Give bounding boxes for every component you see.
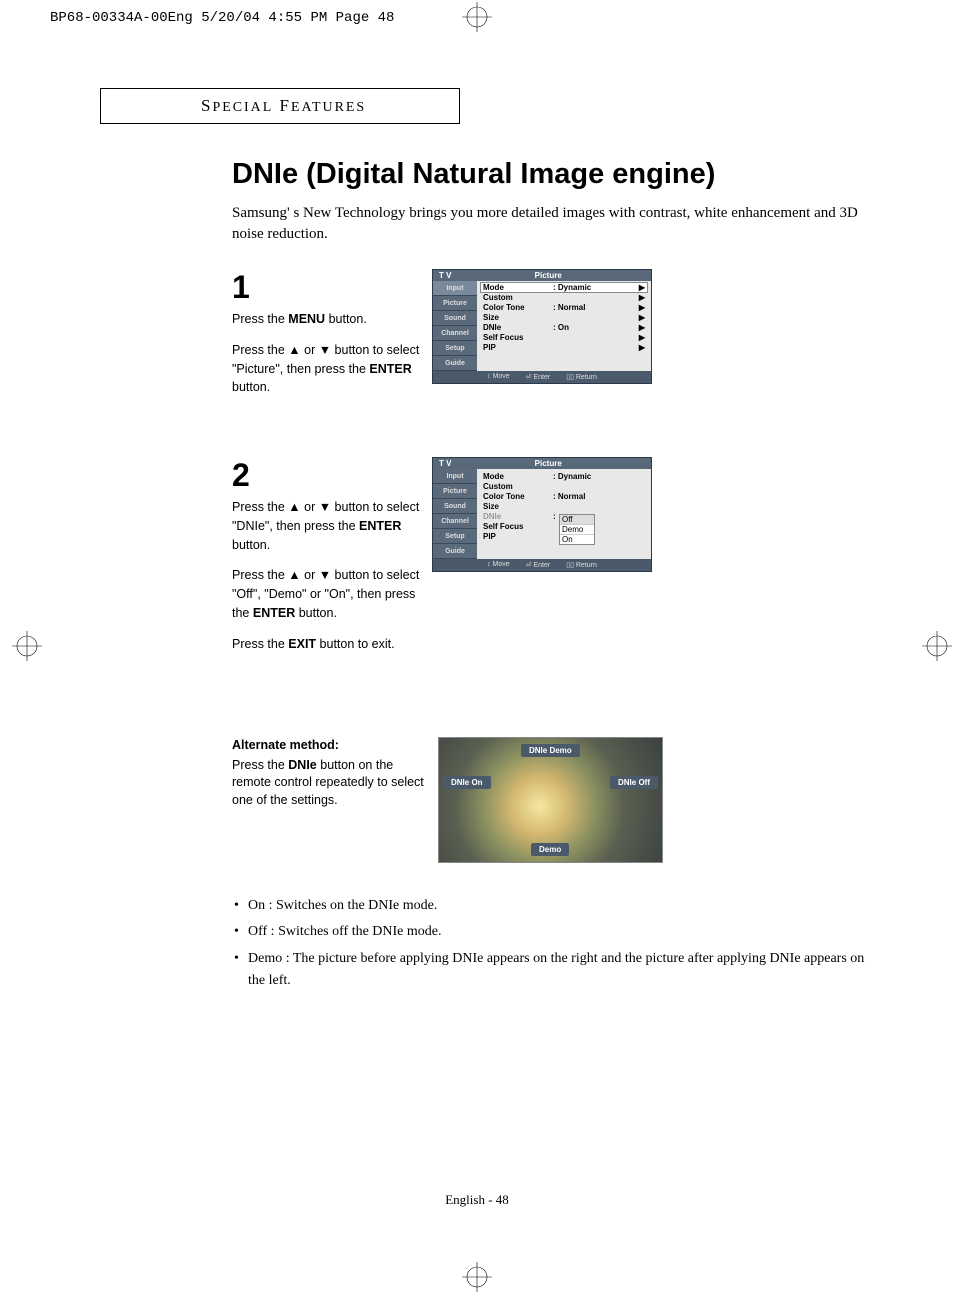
print-header: BP68-00334A-00Eng 5/20/04 4:55 PM Page 4… (50, 10, 394, 26)
bullet-item: On : Switches on the DNIe mode. (232, 895, 872, 917)
osd-tab: Channel (433, 326, 477, 341)
osd-screenshot-1: T VPicture Input Picture Sound Channel S… (432, 269, 652, 384)
demo-label-top: DNIe Demo (521, 744, 580, 757)
osd-tab: Channel (433, 514, 477, 529)
demo-label-right: DNIe Off (610, 776, 658, 789)
osd-tab: Picture (433, 296, 477, 311)
step1-p1: Press the MENU button. (232, 310, 422, 329)
demo-label-left: DNIe On (443, 776, 491, 789)
osd-tab: Setup (433, 529, 477, 544)
step1-p2: Press the ▲ or ▼ button to select "Pictu… (232, 341, 422, 397)
bullet-item: Demo : The picture before applying DNIe … (232, 948, 872, 993)
alt-title: Alternate method: (232, 737, 432, 755)
osd-tab: Input (433, 469, 477, 484)
registration-mark-bottom (462, 1262, 492, 1292)
osd-tab: Guide (433, 356, 477, 371)
intro-text: Samsung' s New Technology brings you mor… (232, 203, 872, 245)
registration-mark-right (922, 631, 952, 661)
osd-tab: Sound (433, 499, 477, 514)
bullet-list: On : Switches on the DNIe mode. Off : Sw… (232, 895, 872, 993)
osd-tab: Setup (433, 341, 477, 356)
osd-popup: Off Demo On (559, 514, 595, 545)
osd-screenshot-2: T VPicture Input Picture Sound Channel S… (432, 457, 652, 572)
demo-image: DNIe Demo DNIe On DNIe Off Demo (438, 737, 663, 863)
osd-tab: Input (433, 281, 477, 296)
demo-label-bottom: Demo (531, 843, 569, 856)
step2-p3: Press the EXIT button to exit. (232, 635, 422, 654)
osd-tab: Sound (433, 311, 477, 326)
step-2: 2 Press the ▲ or ▼ button to select "DNI… (232, 457, 872, 677)
step2-p2: Press the ▲ or ▼ button to select "Off",… (232, 566, 422, 622)
step2-p1: Press the ▲ or ▼ button to select "DNIe"… (232, 498, 422, 554)
registration-mark-left (12, 631, 42, 661)
section-header-text: SPECIAL FEATURES (201, 96, 366, 116)
osd-tab: Picture (433, 484, 477, 499)
step-1: 1 Press the MENU button. Press the ▲ or … (232, 269, 872, 397)
page-title: DNIe (Digital Natural Image engine) (232, 158, 872, 191)
alt-body: Press the DNIe button on the remote cont… (232, 757, 432, 810)
page-footer: English - 48 (0, 1192, 954, 1208)
osd-tab: Guide (433, 544, 477, 559)
alternate-method: Alternate method: Press the DNIe button … (232, 737, 872, 867)
bullet-item: Off : Switches off the DNIe mode. (232, 921, 872, 943)
registration-mark-top (462, 2, 492, 32)
section-header: SPECIAL FEATURES (100, 88, 460, 124)
